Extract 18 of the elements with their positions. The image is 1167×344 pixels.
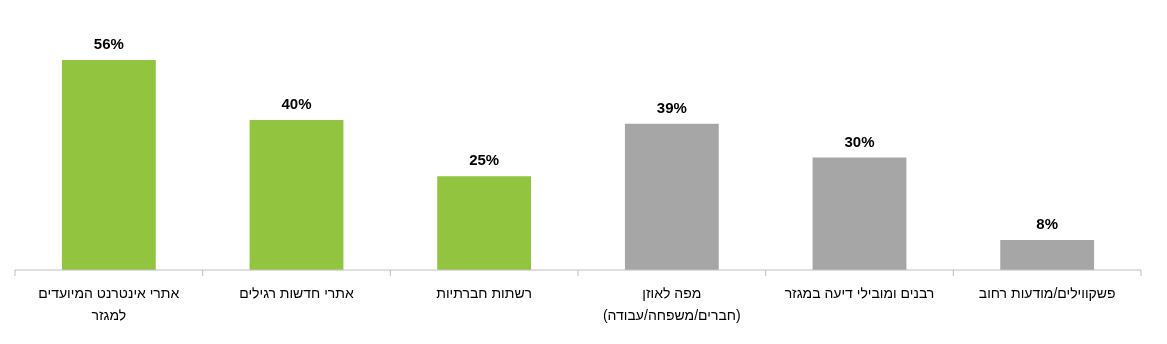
- x-tick-label: מפה לאוזן (חברים/משפחה/עבודה): [602, 285, 741, 323]
- x-tick-label: רבנים ומובילי דיעה במגזר: [784, 285, 935, 301]
- bar: [437, 176, 532, 270]
- bar: [249, 120, 344, 270]
- x-tick-label: פשקווילים/מודעות רחוב: [978, 285, 1116, 301]
- x-tick-label: אתרי חדשות רגילים: [239, 285, 354, 301]
- bar: [812, 157, 907, 270]
- bar: [61, 60, 156, 270]
- data-label: 25%: [469, 151, 500, 169]
- data-label: 30%: [844, 132, 875, 150]
- bar: [624, 123, 719, 270]
- x-tick-label: רשתות חברתיות: [436, 285, 533, 301]
- data-label: 40%: [281, 95, 312, 112]
- data-label: 56%: [93, 35, 124, 52]
- data-label: 39%: [656, 98, 687, 116]
- bar: [1000, 240, 1095, 270]
- data-label: 8%: [1036, 215, 1059, 232]
- x-tick-label: אתרי אינטרנט המיועדים למגזר: [38, 285, 180, 323]
